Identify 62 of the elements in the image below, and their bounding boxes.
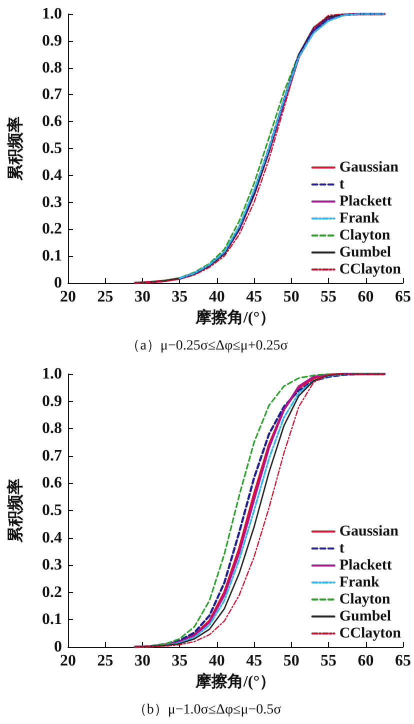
x-tick-label: 25 bbox=[97, 652, 114, 670]
y-tick-label: 0.7 bbox=[42, 86, 62, 104]
x-axis-title: 摩擦角/(°） bbox=[194, 308, 276, 326]
x-tick-label: 45 bbox=[246, 652, 262, 670]
y-tick-label: 0.5 bbox=[42, 140, 62, 157]
legend-label: Frank bbox=[339, 574, 380, 590]
legend-label: Plackett bbox=[339, 558, 392, 574]
legend-label: CClayton bbox=[339, 626, 402, 642]
legend-label: t bbox=[339, 540, 344, 556]
legend-label: Frank bbox=[339, 210, 380, 226]
legend-label: Clayton bbox=[339, 228, 391, 244]
x-tick-label: 60 bbox=[358, 652, 374, 670]
y-tick-label: 0.9 bbox=[42, 32, 62, 50]
y-tick-label: 0.3 bbox=[42, 556, 62, 574]
x-tick-label: 30 bbox=[134, 288, 150, 306]
x-tick-label: 20 bbox=[60, 288, 76, 306]
x-axis-title: 摩擦角/(°） bbox=[194, 672, 276, 690]
y-tick-label: 0.6 bbox=[42, 113, 62, 130]
text: （b）μ−1.0σ≤Δφ≤μ−0.5σ bbox=[132, 702, 282, 718]
x-tick-label: 65 bbox=[395, 288, 411, 306]
y-tick-label: 0.8 bbox=[42, 59, 62, 76]
x-tick-label: 35 bbox=[172, 288, 188, 306]
x-tick-label: 40 bbox=[208, 652, 225, 670]
legend-label: t bbox=[339, 176, 344, 192]
x-tick-label: 35 bbox=[172, 652, 188, 670]
y-tick-label: 0.1 bbox=[42, 248, 62, 265]
y-tick-label: 0.5 bbox=[42, 502, 62, 519]
y-axis-title: 累积频率 bbox=[6, 478, 24, 544]
legend-label: Gaussian bbox=[339, 524, 400, 540]
legend-label: Gaussian bbox=[339, 160, 400, 176]
x-tick-label: 45 bbox=[246, 288, 262, 306]
x-tick-label: 50 bbox=[283, 652, 300, 670]
legend-label: Plackett bbox=[339, 194, 392, 210]
y-tick-label: 0 bbox=[54, 638, 62, 656]
y-tick-label: 0.4 bbox=[42, 529, 62, 546]
y-tick-label: 0.7 bbox=[42, 447, 62, 464]
x-tick-label: 40 bbox=[208, 288, 225, 306]
x-tick-label: 20 bbox=[60, 652, 76, 670]
legend-label: Gumbel bbox=[339, 244, 392, 260]
y-tick-label: 0.1 bbox=[42, 611, 62, 628]
x-tick-label: 60 bbox=[358, 288, 374, 306]
x-tick-label: 25 bbox=[97, 288, 114, 306]
text: （a）μ−0.25σ≤Δφ≤μ+0.25σ bbox=[126, 338, 288, 354]
y-tick-label: 1.0 bbox=[42, 6, 62, 22]
y-tick-label: 0.3 bbox=[42, 194, 62, 211]
legend-label: Gumbel bbox=[339, 608, 392, 624]
x-tick-label: 30 bbox=[134, 652, 150, 670]
y-tick-label: 0.4 bbox=[42, 166, 62, 184]
x-tick-label: 50 bbox=[283, 288, 300, 306]
legend-label: CClayton bbox=[339, 262, 402, 278]
y-tick-label: 0 bbox=[54, 274, 62, 292]
legend-label: Clayton bbox=[339, 592, 391, 608]
y-tick-label: 0.9 bbox=[42, 392, 62, 410]
x-tick-label: 55 bbox=[320, 652, 337, 670]
y-tick-label: 0.6 bbox=[42, 474, 62, 492]
x-tick-label: 65 bbox=[395, 652, 411, 670]
y-tick-label: 0.2 bbox=[42, 220, 62, 238]
y-axis-title: 累积频率 bbox=[6, 116, 24, 182]
y-tick-label: 0.2 bbox=[42, 584, 62, 601]
y-tick-label: 1.0 bbox=[42, 366, 62, 382]
y-tick-label: 0.8 bbox=[42, 420, 62, 438]
x-tick-label: 55 bbox=[320, 288, 337, 306]
